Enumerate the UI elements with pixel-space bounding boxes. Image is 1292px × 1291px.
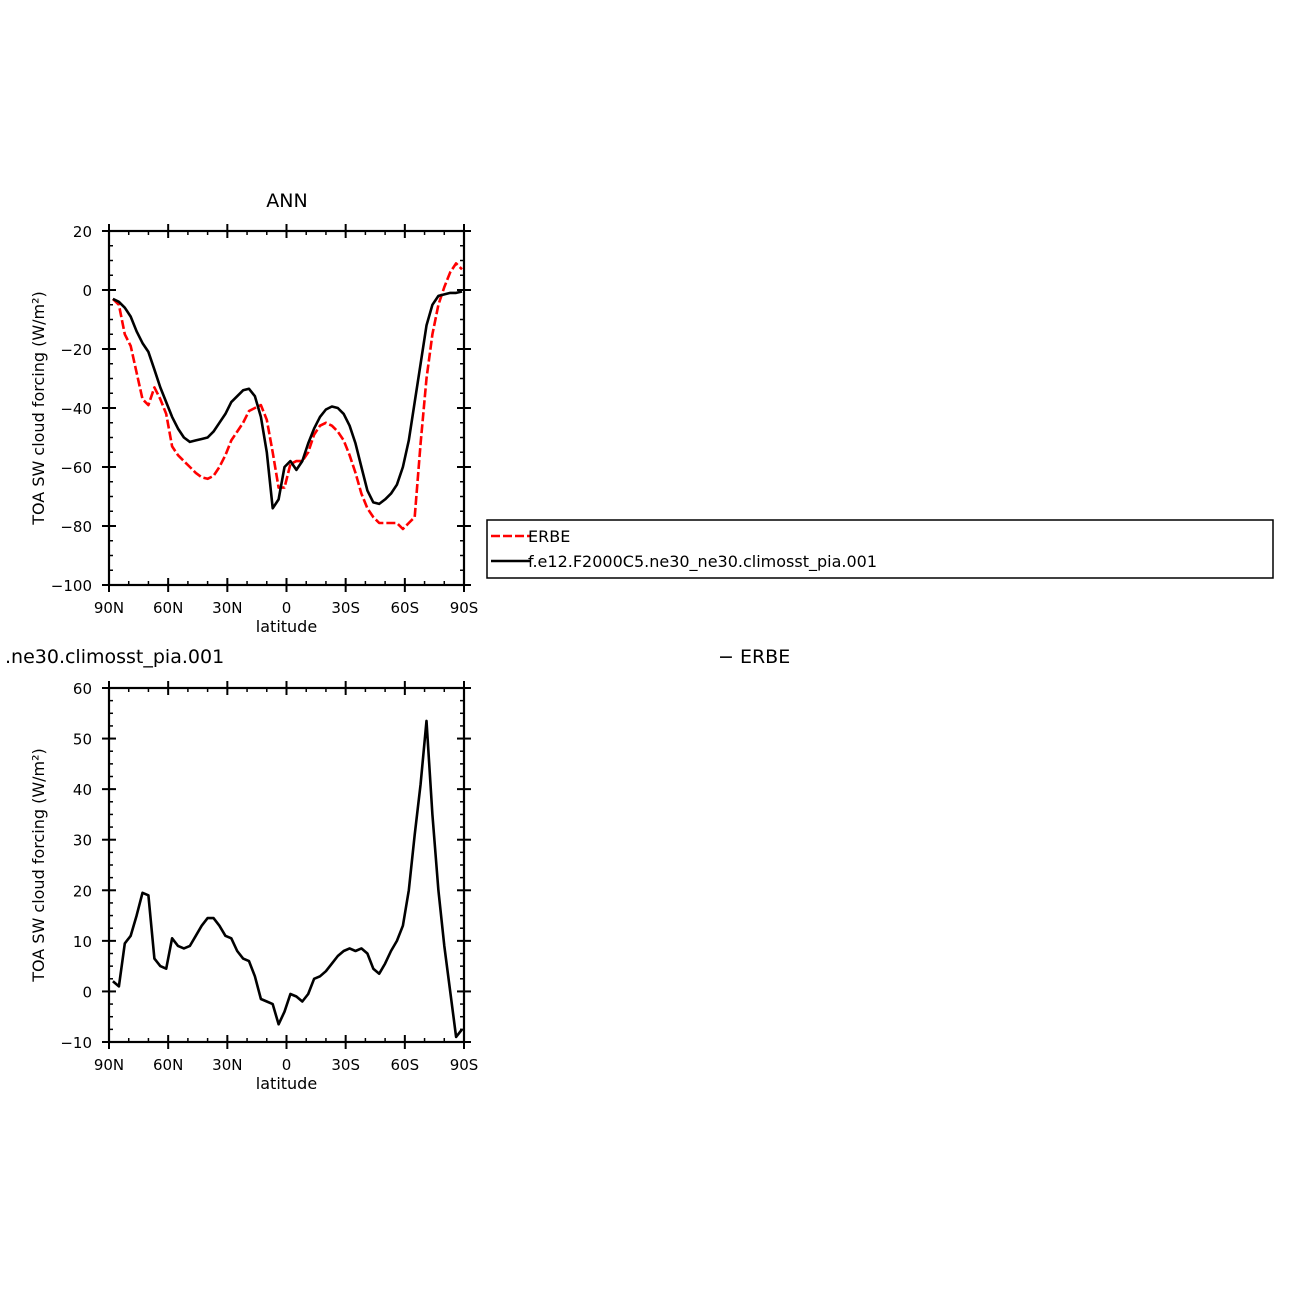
y-tick-label: −80 [60,518,92,536]
x-tick-label: 30S [331,599,360,617]
x-tick-label: 60S [391,599,420,617]
series-line-erbe [111,262,463,531]
y-tick-label: 40 [73,781,92,799]
y-tick-label: 20 [73,882,92,900]
chart-title-right: − ERBE [718,646,790,668]
x-axis-label: latitude [256,1074,317,1093]
y-axis-label: TOA SW cloud forcing (W/m²) [29,748,48,983]
x-tick-label: 90S [450,1056,479,1074]
y-tick-label: −10 [60,1034,92,1052]
legend-entry-label: f.e12.F2000C5.ne30_ne30.climosst_pia.001 [528,552,877,572]
y-tick-label: 20 [73,223,92,241]
y-tick-label: 30 [73,832,92,850]
x-tick-label: 90N [94,1056,124,1074]
y-tick-label: 0 [82,282,92,300]
series-line-f-e12-f2000c5-ne30-ne30-climosst-pia-001 [112,290,463,510]
x-tick-label: 90N [94,599,124,617]
series-line-panel2 [112,719,464,1039]
x-tick-label: 60N [153,599,183,617]
y-tick-label: 0 [82,983,92,1001]
x-tick-label: 60N [153,1056,183,1074]
x-tick-label: 30N [212,1056,242,1074]
y-tick-label: −60 [60,459,92,477]
legend-box [486,519,1274,579]
chart-title: .ne30.climosst_pia.001 [5,646,224,668]
y-axis-label: TOA SW cloud forcing (W/m²) [29,291,48,526]
x-tick-label: 30N [212,599,242,617]
x-axis-label: latitude [256,617,317,636]
x-tick-label: 30S [331,1056,360,1074]
legend-entry-label: ERBE [528,527,570,546]
y-tick-label: −20 [60,341,92,359]
y-tick-label: 10 [73,933,92,951]
y-tick-label: 50 [73,731,92,749]
x-tick-label: 90S [450,599,479,617]
chart-title: ANN [266,190,307,212]
y-tick-label: −40 [60,400,92,418]
y-tick-label: 60 [73,680,92,698]
x-tick-label: 0 [282,1056,292,1074]
x-tick-label: 0 [282,599,292,617]
x-tick-label: 60S [391,1056,420,1074]
legend: ERBE f.e12.F2000C5.ne30_ne30.climosst_pia… [486,519,1274,579]
y-tick-label: −100 [51,577,92,595]
plot-frame [107,229,466,587]
